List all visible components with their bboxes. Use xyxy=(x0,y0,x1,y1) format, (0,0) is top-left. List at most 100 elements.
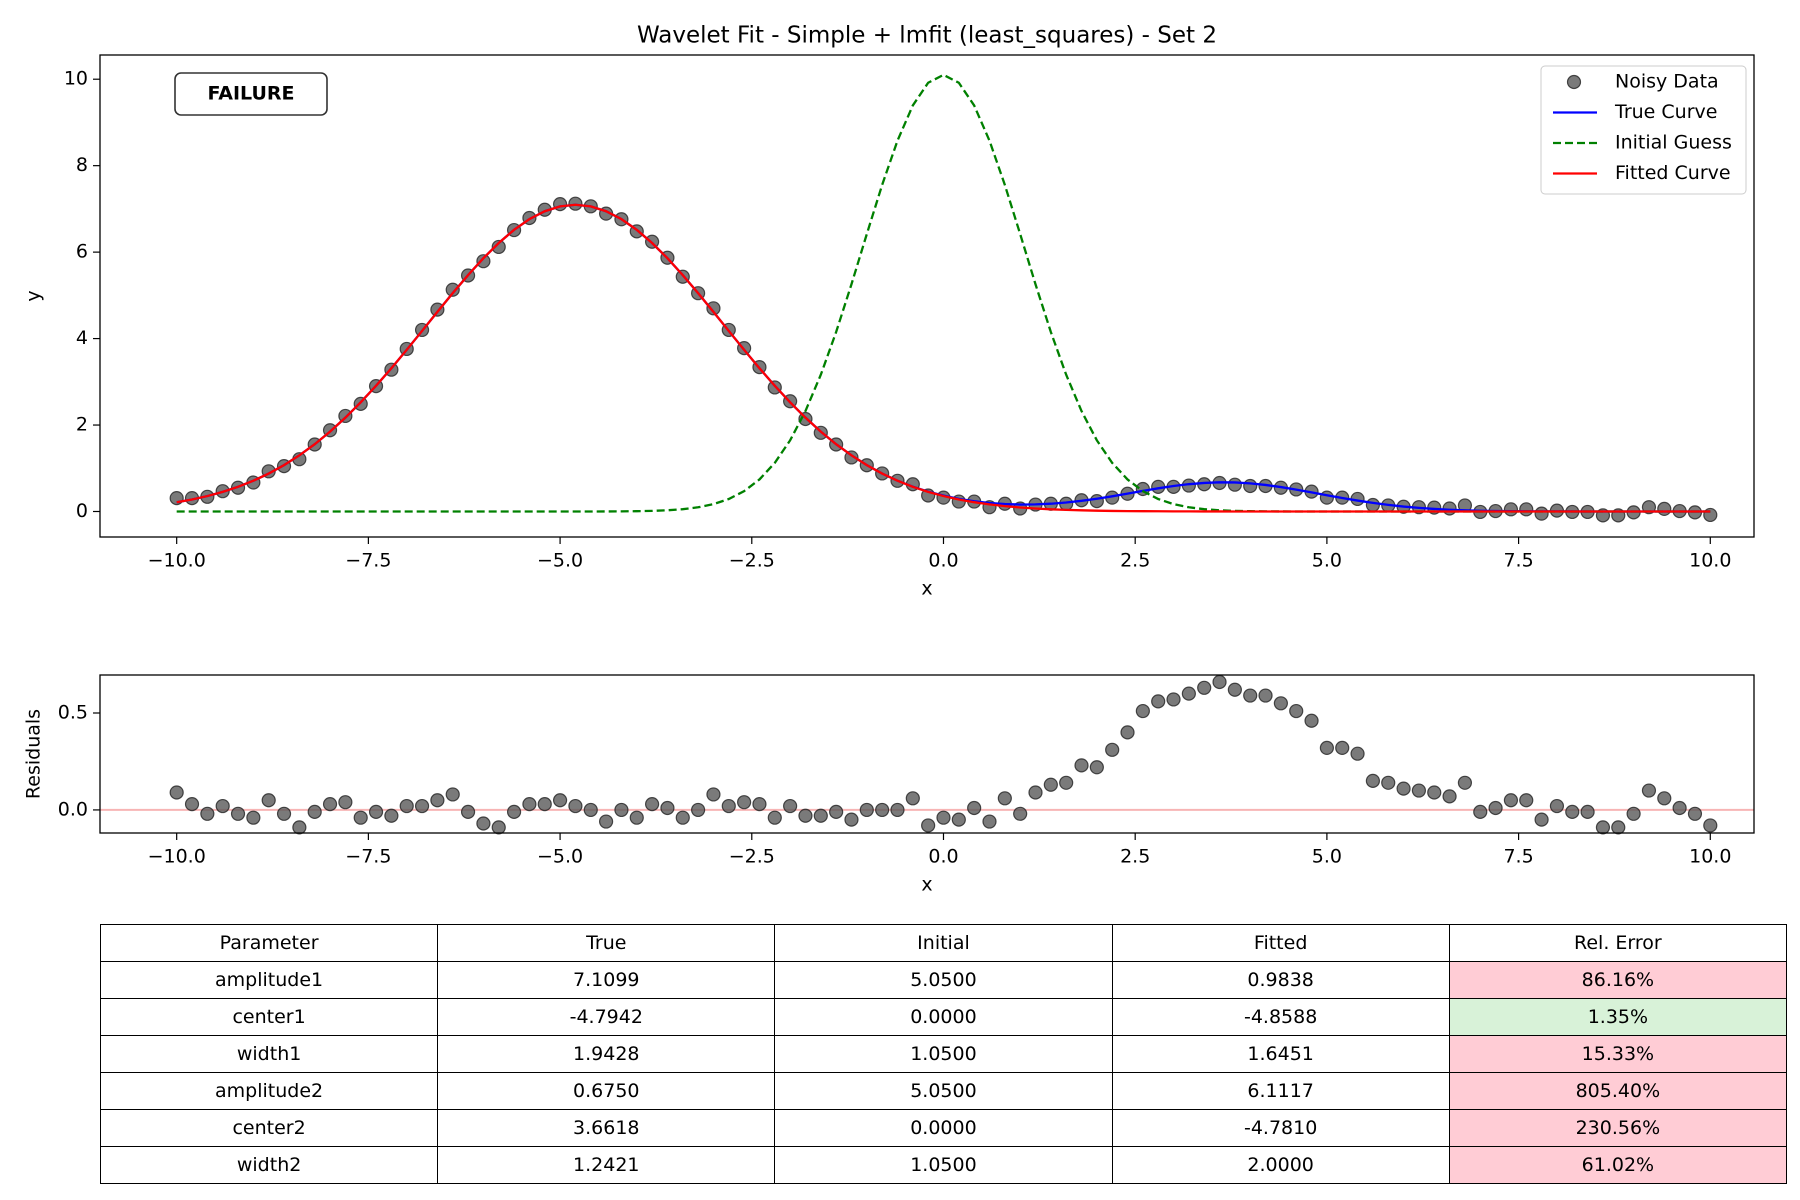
x-tick-label: 0.0 xyxy=(928,846,958,868)
curve xyxy=(176,203,1711,513)
residual-point xyxy=(1043,777,1058,792)
x-tick-label: −10.0 xyxy=(148,550,206,572)
x-tick-label: −7.5 xyxy=(345,846,391,868)
table-row: amplitude1 7.1099 5.0500 0.9838 86.16% xyxy=(99,961,1788,999)
data-point xyxy=(1365,497,1380,513)
table-row: center2 3.6618 0.0000 -4.7810 230.56% xyxy=(99,1109,1788,1147)
table-cell: 3.6618 xyxy=(437,1109,776,1147)
table-row: amplitude2 0.6750 5.0500 6.1117 805.40% xyxy=(99,1072,1788,1110)
x-tick-label: 7.5 xyxy=(1503,846,1533,868)
legend-label: Noisy Data xyxy=(1615,71,1719,93)
table-cell: Fitted xyxy=(1111,924,1450,962)
badge-text: FAILURE xyxy=(207,83,294,105)
residual-point xyxy=(1319,740,1334,755)
table-cell: 805.40% xyxy=(1448,1072,1788,1110)
table-cell: 1.2421 xyxy=(437,1146,776,1184)
legend-marker xyxy=(1566,74,1582,90)
residual-point xyxy=(1304,713,1319,728)
data-point xyxy=(1319,490,1334,505)
legend: Noisy Data True Curve Initial Guess Fitted … xyxy=(1540,65,1747,195)
table-cell: Parameter xyxy=(99,924,439,962)
x-tick-label: −7.5 xyxy=(345,550,391,572)
residual-point xyxy=(1059,775,1074,790)
status-badge: FAILURE xyxy=(174,72,328,116)
table-cell: 1.35% xyxy=(1448,998,1788,1036)
data-point xyxy=(1657,501,1672,517)
residual-point xyxy=(844,812,859,827)
table-cell: 2.0000 xyxy=(1111,1146,1450,1184)
table-cell: 5.0500 xyxy=(774,961,1113,999)
residual-point xyxy=(460,804,476,819)
data-point xyxy=(1519,502,1534,517)
residual-point xyxy=(1396,781,1411,796)
residual-point xyxy=(1335,740,1350,755)
table-cell: 0.6750 xyxy=(437,1072,776,1110)
residual-point xyxy=(752,797,767,812)
table-cell: 1.9428 xyxy=(437,1035,776,1073)
residual-point xyxy=(184,797,200,812)
residual-point xyxy=(1212,674,1227,690)
data-point xyxy=(491,239,506,255)
residual-point xyxy=(246,810,261,825)
residual-point xyxy=(675,810,690,825)
residual-point xyxy=(1411,783,1427,798)
axes-frame xyxy=(99,674,1755,834)
x-tick-label: −5.0 xyxy=(537,550,583,572)
residual-point xyxy=(1135,703,1150,719)
residual-point xyxy=(614,802,629,818)
table-cell: -4.8588 xyxy=(1111,998,1450,1036)
residual-point xyxy=(783,798,798,814)
y-axis-label: Residuals xyxy=(23,709,45,799)
residual-point xyxy=(414,798,430,814)
residual-point xyxy=(169,785,184,800)
table-cell: Initial xyxy=(774,924,1113,962)
residual-point xyxy=(660,800,675,816)
table-row: width2 1.2421 1.0500 2.0000 61.02% xyxy=(99,1146,1788,1184)
data-point xyxy=(445,282,460,297)
residual-point xyxy=(997,791,1012,806)
residual-point xyxy=(645,797,660,812)
residual-point xyxy=(1672,800,1687,816)
residual-point xyxy=(1120,725,1135,740)
residual-point xyxy=(1534,812,1549,827)
table-cell: 15.33% xyxy=(1448,1035,1788,1073)
residual-point xyxy=(813,808,828,823)
residual-point xyxy=(1473,804,1488,819)
residual-point xyxy=(261,793,276,808)
table-cell: 5.0500 xyxy=(774,1072,1113,1110)
table-cell: amplitude1 xyxy=(99,961,439,999)
table-cell: center2 xyxy=(99,1109,439,1147)
y-tick-label: 4 xyxy=(76,327,88,349)
residual-point xyxy=(384,808,399,823)
residual-point xyxy=(430,793,445,808)
residual-point xyxy=(1381,775,1396,790)
residual-point xyxy=(200,806,215,821)
table-cell: amplitude2 xyxy=(99,1072,439,1110)
residual-point xyxy=(721,798,736,814)
table-cell: width2 xyxy=(99,1146,439,1184)
residual-point xyxy=(1611,820,1626,835)
residual-point xyxy=(1457,775,1473,790)
residual-point xyxy=(1641,783,1657,798)
charts: Wavelet Fit - Simple + lmfit (least_squa… xyxy=(23,23,1755,896)
x-tick-label: −2.5 xyxy=(729,550,775,572)
table-row: width1 1.9428 1.0500 1.6451 15.33% xyxy=(99,1035,1788,1073)
residual-point xyxy=(1227,682,1242,697)
residual-point xyxy=(1687,806,1703,821)
residual-point xyxy=(399,798,414,814)
table-cell: -4.7942 xyxy=(437,998,776,1036)
residual-point xyxy=(1427,785,1442,800)
parameter-table: Parameter True Initial Fitted Rel. Error ampl… xyxy=(99,924,1788,1184)
residual-point xyxy=(1703,818,1718,833)
residual-point xyxy=(1289,703,1304,719)
residual-point xyxy=(951,812,966,827)
residual-point xyxy=(583,802,598,818)
residual-point xyxy=(215,798,230,814)
data-point xyxy=(476,254,491,269)
residual-point xyxy=(445,787,460,802)
x-tick-label: 10.0 xyxy=(1689,846,1731,868)
data-point xyxy=(1534,506,1549,521)
table-cell: 0.0000 xyxy=(774,1109,1113,1147)
table-row: Parameter True Initial Fitted Rel. Error xyxy=(99,924,1788,962)
